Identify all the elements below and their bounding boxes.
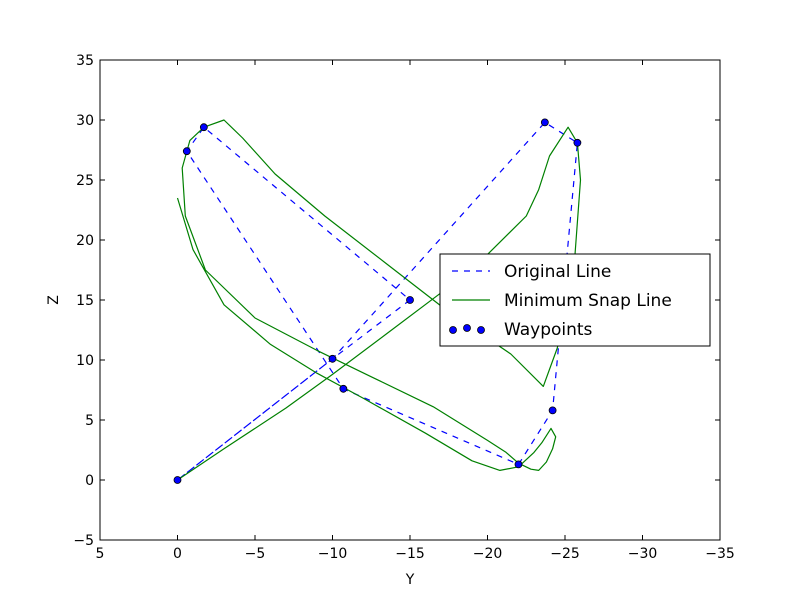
x-tick-label: −30 xyxy=(628,546,658,562)
data-layer xyxy=(176,119,582,481)
legend-label: Original Line xyxy=(504,262,611,282)
legend-label: Waypoints xyxy=(504,320,593,340)
y-axis-label: Z xyxy=(46,295,62,305)
y-tick-label: 10 xyxy=(76,353,94,369)
waypoint-marker xyxy=(173,476,182,484)
legend-swatch-marker xyxy=(449,326,457,334)
tick-layer: 5 0 −5 −10 −15 −20 −25 −30 −35 −5 0 5 10 15 20 25 30 35 xyxy=(73,53,734,562)
x-tick-label: −25 xyxy=(550,546,580,562)
x-tick-label: 5 xyxy=(96,546,105,562)
waypoint-marker xyxy=(548,406,557,415)
waypoint-marker xyxy=(540,118,549,127)
y-tick-label: 20 xyxy=(76,233,94,249)
legend-label: Minimum Snap Line xyxy=(504,291,672,311)
y-tick-label: 5 xyxy=(85,413,94,429)
legend: Original Line Minimum Snap Line Waypoints xyxy=(439,253,711,347)
x-axis-label: Y xyxy=(405,572,415,588)
legend-swatch-marker xyxy=(463,324,471,332)
waypoint-marker xyxy=(199,123,208,132)
waypoint-marker xyxy=(514,460,523,469)
waypoint-marker xyxy=(328,354,337,363)
waypoint-marker xyxy=(406,296,414,304)
y-tick-label: 15 xyxy=(76,293,94,309)
waypoint-marker xyxy=(182,147,191,156)
x-tick-label: −10 xyxy=(318,546,348,562)
waypoint-marker xyxy=(339,384,348,393)
y-tick-label: 0 xyxy=(85,473,94,489)
x-tick-label: −15 xyxy=(395,546,425,562)
marker-layer xyxy=(173,118,582,484)
x-tick-label: −5 xyxy=(245,546,266,562)
y-tick-label: 25 xyxy=(76,173,94,189)
waypoint-marker xyxy=(573,138,582,147)
minimum-snap-line xyxy=(176,119,582,481)
legend-swatch-marker xyxy=(477,326,485,334)
original-line xyxy=(177,121,579,481)
y-tick-label: 35 xyxy=(76,53,94,69)
y-tick-label: 30 xyxy=(76,113,94,129)
x-tick-label: −35 xyxy=(705,546,735,562)
x-tick-label: 0 xyxy=(173,546,182,562)
y-tick-label: −5 xyxy=(73,533,94,549)
x-tick-label: −20 xyxy=(473,546,503,562)
